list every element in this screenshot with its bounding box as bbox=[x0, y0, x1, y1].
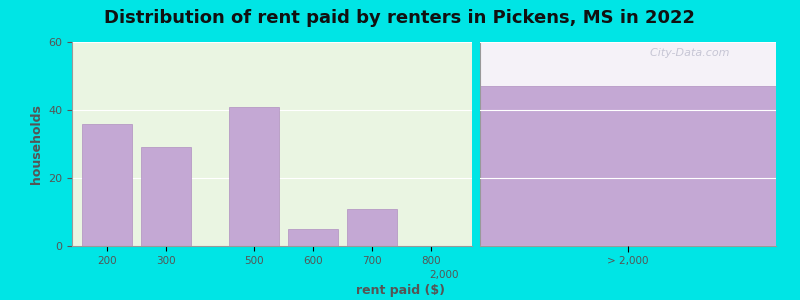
Y-axis label: households: households bbox=[30, 104, 42, 184]
Bar bbox=[141, 147, 191, 246]
Text: rent paid ($): rent paid ($) bbox=[355, 284, 445, 297]
Bar bbox=[230, 106, 279, 246]
Text: 2,000: 2,000 bbox=[430, 271, 459, 281]
Bar bbox=[288, 229, 338, 246]
Bar bbox=[82, 124, 132, 246]
Bar bbox=[347, 208, 397, 246]
Bar bbox=[480, 86, 776, 246]
Text: City-Data.com: City-Data.com bbox=[643, 48, 730, 58]
Text: Distribution of rent paid by renters in Pickens, MS in 2022: Distribution of rent paid by renters in … bbox=[105, 9, 695, 27]
